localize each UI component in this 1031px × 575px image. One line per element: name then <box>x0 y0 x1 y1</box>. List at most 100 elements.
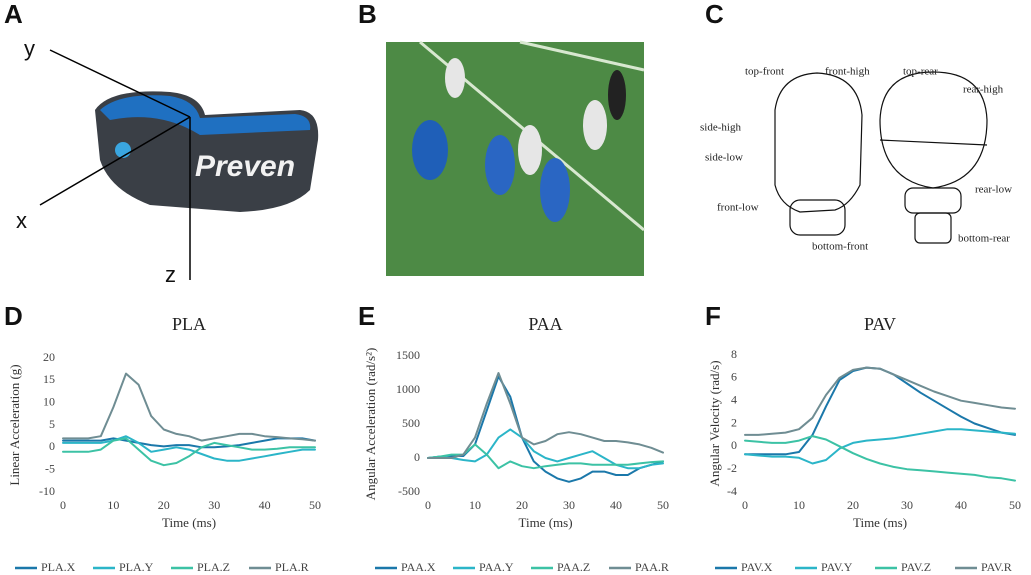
yard-line <box>519 40 645 72</box>
panel-label: A <box>4 0 23 29</box>
panel-label: F <box>705 301 721 331</box>
legend-label: PLA.X <box>41 560 76 574</box>
legend-label: PAV.Z <box>901 560 931 574</box>
player <box>583 100 607 150</box>
y-axis-label: Linear Acceleration (g) <box>7 364 22 485</box>
y-axis-label: Angular Acceleration (rad/s²) <box>363 348 378 501</box>
series-line <box>62 437 316 467</box>
series-line <box>744 428 1016 465</box>
y-tick-label: 20 <box>43 350 55 364</box>
y-tick-label: 5 <box>49 417 55 431</box>
y-tick-label: 1000 <box>396 382 420 396</box>
axis-line <box>49 49 191 118</box>
head-label: side-low <box>705 152 743 164</box>
referee <box>608 70 626 120</box>
guard-top <box>100 95 311 135</box>
head-label: top-front <box>745 66 784 78</box>
head-label: bottom-rear <box>958 233 1010 245</box>
player <box>412 120 448 180</box>
y-tick-label: 15 <box>43 372 55 386</box>
panel-label: C <box>705 0 724 29</box>
y-tick-label: -500 <box>398 484 420 498</box>
neck <box>914 212 952 244</box>
neck <box>904 187 962 214</box>
line <box>879 139 988 146</box>
chart-title: PLA <box>172 314 206 334</box>
legend-label: PLA.Z <box>197 560 230 574</box>
y-tick-label: 4 <box>731 392 737 406</box>
legend-label: PAV.X <box>741 560 773 574</box>
y-tick-label: 0 <box>731 438 737 452</box>
x-tick-label: 20 <box>516 498 528 512</box>
axis-line <box>39 116 191 206</box>
x-tick-label: 20 <box>847 498 859 512</box>
x-tick-label: 10 <box>469 498 481 512</box>
head-label: rear-low <box>975 184 1012 196</box>
y-tick-label: 2 <box>731 415 737 429</box>
legend-label: PAV.R <box>981 560 1012 574</box>
series-line <box>62 372 316 442</box>
x-tick-label: 10 <box>107 498 119 512</box>
chart-title: PAA <box>528 314 562 334</box>
x-tick-label: 10 <box>793 498 805 512</box>
x-tick-label: 50 <box>309 498 321 512</box>
series-line <box>744 366 1016 456</box>
head-label: top-rear <box>903 66 938 78</box>
y-tick-label: -2 <box>727 461 737 475</box>
y-tick-label: 0 <box>414 450 420 464</box>
panel-label: D <box>4 301 23 331</box>
series-line <box>427 443 664 470</box>
head-diagram <box>774 71 988 244</box>
x-tick-label: 0 <box>425 498 431 512</box>
legend-label: PAA.R <box>635 560 669 574</box>
x-tick-label: 50 <box>657 498 669 512</box>
player <box>445 58 465 98</box>
y-tick-label: 6 <box>731 370 737 384</box>
skull-rear <box>879 71 988 189</box>
x-tick-label: 30 <box>563 498 575 512</box>
x-axis-label: Time (ms) <box>162 515 216 530</box>
x-tick-label: 0 <box>742 498 748 512</box>
y-tick-label: -5 <box>45 461 55 475</box>
y-tick-label: 10 <box>43 394 55 408</box>
y-tick-label: 0 <box>49 439 55 453</box>
head-label: front-high <box>825 66 870 78</box>
x-tick-label: 50 <box>1009 498 1021 512</box>
x-tick-label: 30 <box>901 498 913 512</box>
x-tick-label: 40 <box>955 498 967 512</box>
series-line <box>744 435 1016 482</box>
legend-label: PAA.X <box>401 560 436 574</box>
axis-letter: x <box>16 208 27 233</box>
head-label: bottom-front <box>812 241 868 253</box>
mouthguard-illustration: Preven y x z <box>16 36 319 287</box>
axis-letter: z <box>165 262 176 287</box>
x-tick-label: 40 <box>610 498 622 512</box>
y-tick-label: 8 <box>731 347 737 361</box>
x-tick-label: 30 <box>208 498 220 512</box>
series-line <box>427 428 664 470</box>
legend-label: PLA.R <box>275 560 309 574</box>
football-photo <box>386 40 645 276</box>
player <box>540 158 570 222</box>
x-axis-label: Time (ms) <box>518 515 572 530</box>
series-line <box>744 366 1016 436</box>
player <box>485 135 515 195</box>
legend-label: PAV.Y <box>821 560 853 574</box>
axis-letter: y <box>24 36 35 61</box>
panel-label: B <box>358 0 377 29</box>
series-line <box>62 435 316 462</box>
panel-label: E <box>358 301 375 331</box>
y-tick-label: -4 <box>727 484 737 498</box>
head-label: front-low <box>717 202 759 214</box>
player <box>518 125 542 175</box>
series-line <box>62 437 316 449</box>
brand-text: Preven <box>195 150 295 183</box>
x-tick-label: 0 <box>60 498 66 512</box>
head-labels: top-front front-high side-high side-low … <box>700 66 1012 253</box>
legend-label: PAA.Z <box>557 560 590 574</box>
x-tick-label: 20 <box>158 498 170 512</box>
head-label: rear-high <box>963 84 1004 96</box>
y-tick-label: 1500 <box>396 348 420 362</box>
x-tick-label: 40 <box>259 498 271 512</box>
y-tick-label: -10 <box>39 484 55 498</box>
